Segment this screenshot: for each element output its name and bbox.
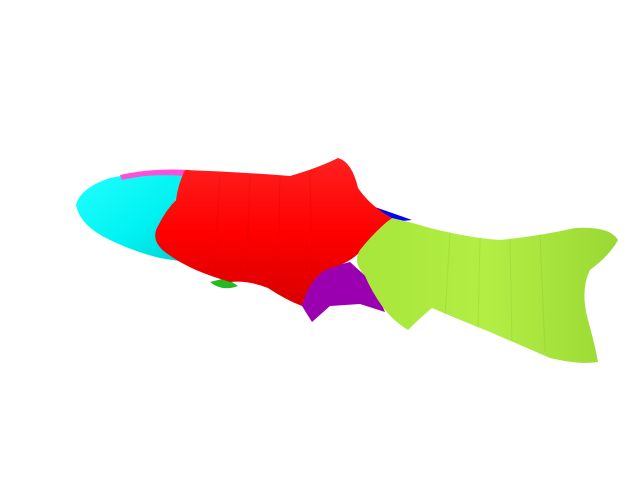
head-top-edge-segment (120, 169, 190, 180)
pectoral-fin-segment (210, 278, 238, 289)
belly-segment (300, 262, 385, 322)
body-mesh-shading (213, 169, 313, 293)
tail-segment (356, 218, 618, 363)
tail-mesh-shading (444, 231, 546, 353)
body-segment (155, 158, 392, 306)
